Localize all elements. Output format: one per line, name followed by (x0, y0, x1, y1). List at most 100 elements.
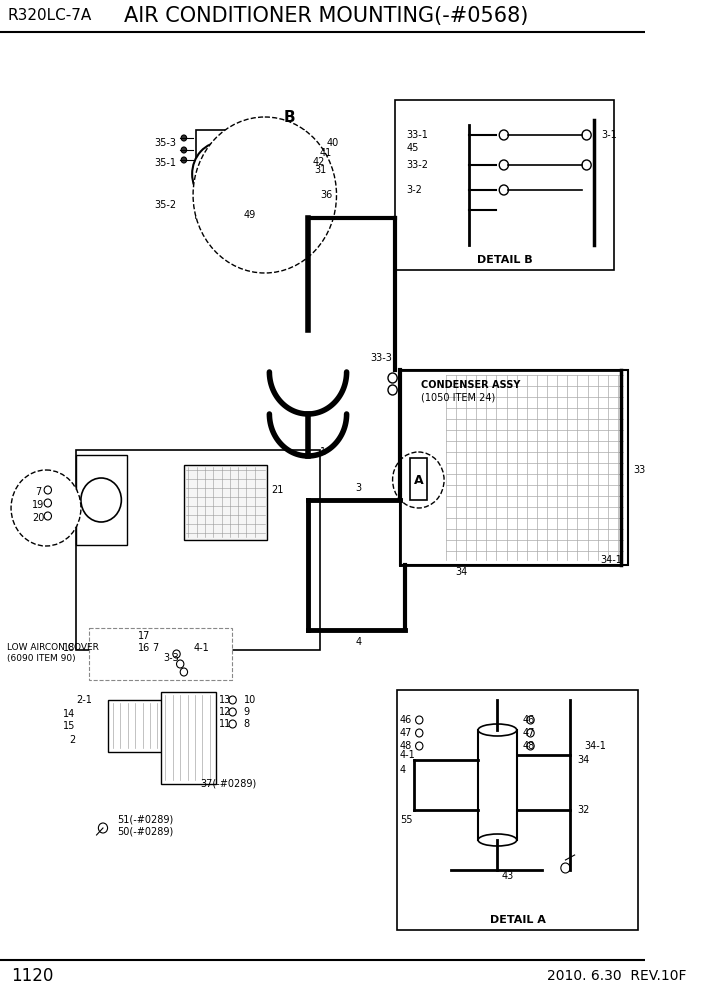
Text: 36: 36 (320, 190, 332, 200)
Text: 35-1: 35-1 (154, 158, 176, 168)
Circle shape (11, 470, 81, 546)
Circle shape (388, 373, 397, 383)
Text: 13: 13 (219, 695, 231, 705)
Text: 46: 46 (522, 715, 534, 725)
Text: 47: 47 (522, 728, 535, 738)
Text: 48: 48 (400, 741, 412, 751)
Text: 4: 4 (400, 765, 406, 775)
Bar (196, 130, 305, 218)
Text: 19: 19 (32, 500, 44, 510)
Text: 31: 31 (314, 165, 326, 175)
Circle shape (193, 117, 336, 273)
Text: 11: 11 (219, 719, 231, 729)
Circle shape (180, 668, 187, 676)
Circle shape (582, 130, 591, 140)
Text: 46: 46 (400, 715, 412, 725)
Text: 7: 7 (35, 487, 41, 497)
Circle shape (208, 160, 234, 188)
Text: 47: 47 (400, 728, 412, 738)
Bar (184, 465, 267, 540)
Text: LOW AIRCON COVER: LOW AIRCON COVER (7, 644, 99, 653)
Ellipse shape (478, 834, 517, 846)
Text: 50(-#0289): 50(-#0289) (118, 827, 174, 837)
Bar (161, 692, 216, 784)
Text: 9: 9 (244, 707, 250, 717)
Bar (109, 700, 162, 752)
Circle shape (526, 716, 534, 724)
Text: AIR CONDITIONER MOUNTING(-#0568): AIR CONDITIONER MOUNTING(-#0568) (124, 6, 529, 26)
Text: 33-3: 33-3 (371, 353, 392, 363)
Ellipse shape (478, 724, 517, 736)
Text: 35-3: 35-3 (154, 138, 176, 148)
Circle shape (176, 660, 184, 668)
Circle shape (526, 729, 534, 737)
Circle shape (388, 385, 397, 395)
Text: 8: 8 (244, 719, 250, 729)
Text: 4-1: 4-1 (193, 643, 208, 653)
Text: 48: 48 (522, 741, 534, 751)
Circle shape (229, 696, 237, 704)
Text: R320LC-7A: R320LC-7A (7, 9, 91, 24)
Text: 16: 16 (138, 643, 150, 653)
Text: 1: 1 (320, 447, 326, 457)
Text: 49: 49 (244, 210, 256, 220)
Text: 17: 17 (138, 631, 150, 641)
Text: 15: 15 (63, 721, 75, 731)
Text: 32: 32 (577, 805, 590, 815)
Text: 41: 41 (320, 148, 332, 158)
Text: 37(-#0289): 37(-#0289) (201, 779, 257, 789)
Circle shape (192, 142, 251, 206)
Text: 3: 3 (355, 483, 362, 493)
Text: (1050 ITEM 24): (1050 ITEM 24) (421, 392, 496, 402)
Circle shape (582, 160, 591, 170)
Text: 34-1: 34-1 (584, 741, 606, 751)
Circle shape (181, 157, 187, 163)
Text: 18: 18 (63, 643, 75, 653)
Circle shape (416, 729, 423, 737)
Circle shape (561, 863, 570, 873)
Text: 3-2: 3-2 (406, 185, 423, 195)
Text: 2-1: 2-1 (76, 695, 92, 705)
Text: 55: 55 (400, 815, 413, 825)
Text: 4: 4 (355, 637, 362, 647)
Bar (395, 100, 614, 270)
Circle shape (44, 499, 51, 507)
Text: 1120: 1120 (11, 967, 53, 985)
Text: 40: 40 (326, 138, 338, 148)
Text: DETAIL B: DETAIL B (477, 255, 533, 265)
Text: 10: 10 (244, 695, 256, 705)
Text: 2: 2 (69, 735, 75, 745)
Circle shape (173, 650, 180, 658)
Text: 4-1: 4-1 (400, 750, 416, 760)
Bar (89, 628, 232, 680)
Text: 2010. 6.30  REV.10F: 2010. 6.30 REV.10F (547, 969, 687, 983)
Text: 34-1: 34-1 (600, 555, 622, 565)
Text: (6090 ITEM 90): (6090 ITEM 90) (7, 655, 76, 664)
Circle shape (181, 135, 187, 141)
Circle shape (81, 478, 121, 522)
Text: 35-2: 35-2 (154, 200, 176, 210)
Circle shape (499, 160, 508, 170)
Text: 7: 7 (152, 643, 158, 653)
Text: A: A (413, 473, 423, 486)
Circle shape (499, 130, 508, 140)
Circle shape (416, 742, 423, 750)
Text: 14: 14 (63, 709, 75, 719)
Circle shape (229, 708, 237, 716)
Bar (410, 458, 427, 500)
Circle shape (499, 185, 508, 195)
Circle shape (526, 742, 534, 750)
Circle shape (416, 716, 423, 724)
Text: CONDENSER ASSY: CONDENSER ASSY (421, 380, 520, 390)
Bar (400, 370, 628, 565)
Circle shape (44, 486, 51, 494)
Text: 51(-#0289): 51(-#0289) (118, 815, 174, 825)
Circle shape (44, 512, 51, 520)
Text: 3-3: 3-3 (164, 653, 180, 663)
Text: 43: 43 (501, 871, 513, 881)
Bar (77, 450, 320, 650)
Text: B: B (283, 110, 295, 126)
Text: 12: 12 (219, 707, 231, 717)
Text: 21: 21 (271, 485, 284, 495)
Text: 34: 34 (455, 567, 468, 577)
